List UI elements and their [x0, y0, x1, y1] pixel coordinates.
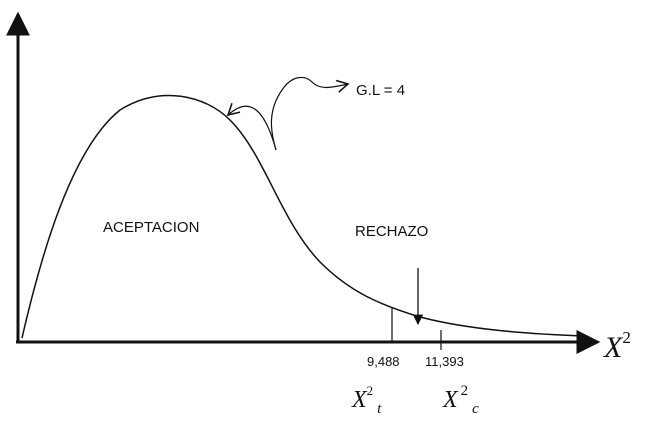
calc-symbol: X 2c [442, 383, 479, 417]
calc-value: 11,393 [425, 354, 464, 369]
sym: X [351, 387, 368, 413]
annotation-arrow [270, 76, 350, 151]
chi-square-curve [21, 94, 586, 339]
sym: X [442, 387, 459, 413]
sub: c [472, 401, 479, 417]
critical-value: 9,488 [367, 354, 400, 369]
annotation: G.L = 4 [356, 82, 405, 99]
reject-label: RECHAZO [355, 223, 428, 240]
axis-label: X2 [603, 328, 631, 364]
axis-symbol: X [603, 331, 624, 364]
critical-symbol: X2t [351, 383, 382, 417]
sup: 2 [461, 383, 469, 399]
accept-label: ACEPTACION [103, 219, 199, 236]
sub: t [377, 401, 382, 417]
axis-sup: 2 [622, 328, 631, 347]
sup: 2 [367, 383, 374, 398]
annotation-arrow-curve [226, 103, 277, 151]
